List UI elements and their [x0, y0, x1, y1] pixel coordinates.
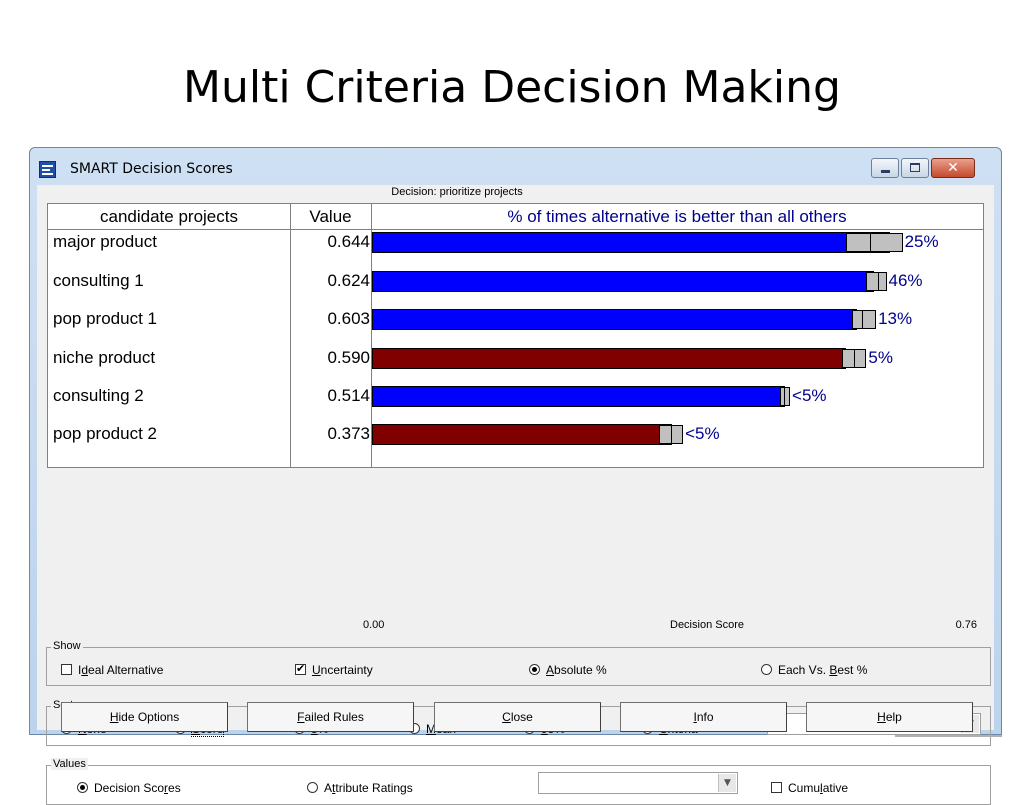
decision-scores-radio[interactable]: Decision Scores [77, 781, 181, 795]
minimize-icon [881, 170, 890, 173]
window-shadow [895, 735, 1002, 737]
failed-rules-button[interactable]: Failed Rules [247, 702, 414, 732]
score-bar [372, 348, 847, 369]
row-value: 0.514 [327, 386, 370, 405]
score-bar [372, 424, 672, 445]
maximize-icon [910, 163, 920, 172]
uncertainty-median [870, 233, 872, 252]
uncertainty-box [842, 349, 867, 368]
minimize-button[interactable] [871, 158, 899, 178]
checkbox-box [295, 662, 306, 675]
cumulative-checkbox[interactable]: Cumulative [771, 781, 848, 795]
show-legend: Show [51, 640, 83, 652]
row-name: pop product 1 [53, 309, 157, 328]
uncertainty-median [854, 349, 856, 368]
header-candidate-projects: candidate projects [100, 207, 238, 226]
hide-options-button[interactable]: Hide Options [61, 702, 228, 732]
close-button[interactable]: Close [434, 702, 601, 732]
score-bar [372, 232, 890, 253]
column-divider-1 [290, 204, 291, 467]
uncertainty-box [851, 310, 877, 329]
row-percent: <5% [792, 386, 827, 405]
attribute-ratings-radio[interactable]: Attribute Ratings [307, 781, 413, 795]
values-group: Values Decision Scores Attribute Ratings… [46, 758, 991, 805]
row-percent: 25% [904, 232, 939, 251]
radio-dot [761, 664, 772, 675]
row-name: major product [53, 232, 157, 251]
each-vs-best-radio[interactable]: Each Vs. Best % [761, 663, 867, 677]
values-legend: Values [51, 758, 88, 770]
row-value: 0.644 [327, 232, 370, 251]
uncertainty-median [784, 387, 786, 406]
decision-caption: Decision: prioritize projects [391, 186, 523, 198]
uncertainty-median [671, 425, 673, 444]
ideal-alternative-checkbox[interactable]: Ideal Alternative [61, 663, 163, 677]
chevron-down-icon[interactable]: ▼ [718, 774, 736, 792]
uncertainty-checkbox[interactable]: Uncertainty [295, 662, 373, 677]
row-percent: 5% [868, 348, 893, 367]
uncertainty-box [866, 272, 887, 291]
row-name: consulting 1 [53, 271, 144, 290]
slide-title: Multi Criteria Decision Making [183, 62, 841, 113]
row-value: 0.624 [327, 271, 370, 290]
checkbox-box [61, 664, 72, 675]
window-client-area: Decision: prioritize projects candidate … [37, 185, 994, 805]
window-title: SMART Decision Scores [70, 161, 233, 177]
radio-dot [77, 782, 88, 793]
axis-title: Decision Score [670, 619, 744, 631]
app-icon[interactable] [39, 161, 56, 178]
row-name: pop product 2 [53, 424, 157, 443]
close-window-button[interactable]: ✕ [931, 158, 975, 178]
uncertainty-median [862, 310, 864, 329]
score-bar [372, 386, 786, 407]
row-percent: 46% [888, 271, 923, 290]
radio-dot [529, 664, 540, 675]
info-button[interactable]: Info [620, 702, 787, 732]
header-divider [48, 229, 983, 230]
uncertainty-median [878, 272, 880, 291]
show-group: Show Ideal Alternative Uncertainty Absol… [46, 640, 991, 686]
attribute-combo[interactable]: ▼ [538, 772, 738, 794]
header-value: Value [309, 207, 352, 226]
decision-scores-table: candidate projects Value % of times alte… [47, 203, 984, 468]
absolute-percent-radio[interactable]: Absolute % [529, 663, 607, 677]
row-value: 0.603 [327, 309, 370, 328]
score-bar [372, 309, 857, 330]
uncertainty-box [846, 233, 903, 252]
checkbox-box [771, 782, 782, 793]
row-percent: <5% [685, 424, 720, 443]
header-bar-caption: % of times alternative is better than al… [507, 207, 847, 226]
row-name: consulting 2 [53, 386, 144, 405]
row-value: 0.590 [327, 348, 370, 367]
window-titlebar[interactable]: SMART Decision Scores ✕ [30, 148, 1001, 184]
axis-max-label: 0.76 [955, 619, 977, 631]
row-name: niche product [53, 348, 156, 367]
row-percent: 13% [878, 309, 913, 328]
close-icon: ✕ [947, 160, 959, 176]
score-bar [372, 271, 874, 292]
column-divider-2 [371, 204, 372, 467]
axis-min-label: 0.00 [363, 619, 385, 631]
row-value: 0.373 [327, 424, 370, 443]
help-button[interactable]: Help [806, 702, 973, 732]
smart-decision-scores-window: SMART Decision Scores ✕ Decision: priori… [29, 147, 1002, 805]
maximize-button[interactable] [901, 158, 929, 178]
radio-dot [307, 782, 318, 793]
uncertainty-box [659, 425, 684, 444]
